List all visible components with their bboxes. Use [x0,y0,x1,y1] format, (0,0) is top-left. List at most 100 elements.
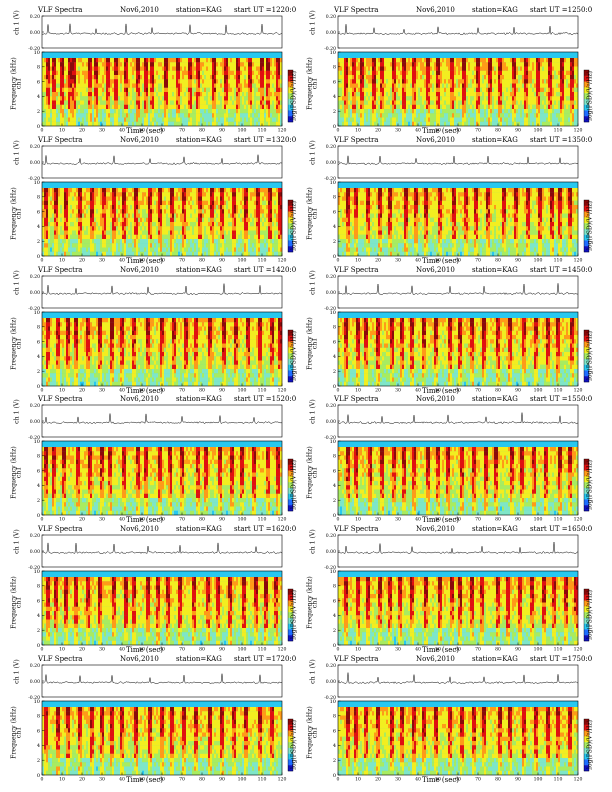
spectrogram-cell [226,92,229,97]
spectrogram-cell [340,62,343,67]
spectrogram-cell [176,117,179,122]
spectrogram-cell [78,75,81,80]
spectrogram-cell [44,226,47,231]
spectrogram-cell [86,66,89,71]
spectrogram-cell [276,79,279,84]
spectrogram-cell [82,100,85,105]
spectrogram-cell [70,121,73,127]
spectrogram-cell [262,117,265,122]
spectrogram-cell [274,96,277,101]
spectrogram-cell [124,200,127,206]
spectrogram-cell [156,217,159,223]
spectrogram-cell [376,75,379,80]
spectrogram-cell [120,113,123,118]
spectrogram-cell [52,247,55,252]
spectrogram-cell [428,58,431,63]
spectrogram-cell [150,234,153,240]
spectrogram-cell [472,109,475,114]
spectrogram-cell [80,188,83,193]
spectrogram-cell [98,121,101,127]
spectrogram-cell [566,96,569,101]
spectrogram-cell [468,70,471,76]
spectrogram-cell [206,87,209,93]
colorbar-segment [584,81,589,88]
spectrogram-cell [82,209,85,214]
spectrogram-cell [350,96,353,101]
spectrogram-cell [124,234,127,240]
spectrogram-cell [130,121,133,127]
spectrogram-cell [78,243,81,248]
spectrogram-cell [58,239,61,244]
spectrogram-cell [54,109,57,114]
spectrogram-cell [250,75,253,80]
spectrogram-cell [102,113,105,118]
spectrogram-cell [42,196,45,201]
spectrogram-cell [68,209,71,214]
spectrogram-cell [542,70,545,76]
spectrogram-cell [178,117,181,122]
spectrogram-cell [360,104,363,110]
spectrogram-cell [260,66,263,71]
spectrogram-cell [440,100,443,105]
spectrogram-cell [176,113,179,118]
spectrogram-cell [498,62,501,67]
spectrogram-cell [236,70,239,76]
spectrogram-cell [350,62,353,67]
spectrogram-cell [164,209,167,214]
spectrogram-cell [440,87,443,93]
spectrogram-cell [114,117,117,122]
spectrogram-cell [420,113,423,118]
spectrogram-cell [156,251,159,257]
spectrogram-cell [140,217,143,223]
spectrogram-cell [548,96,551,101]
spectrogram-cell [408,62,411,67]
spectrogram-cell [220,117,223,122]
spectrogram-cell [384,117,387,122]
spectrogram-cell [500,109,503,114]
spectrogram-cell [66,79,69,84]
spectrogram-cell [128,247,131,252]
spectrogram-cell [478,75,481,80]
spectrogram-cell [92,209,95,214]
spectrogram-cell [270,83,273,88]
spectrogram-cell [276,62,279,67]
spectrogram-cell [224,87,227,93]
spectrogram-cell [262,66,265,71]
spectrogram-cell [544,96,547,101]
spectrogram-cell [570,62,573,67]
spectrogram-cell [44,209,47,214]
spectrogram-cell [144,205,147,210]
spectrogram-cell [106,192,109,197]
spectrogram-cell [144,222,147,227]
spectrogram-cell [508,79,511,84]
spectrogram-cell [122,121,125,127]
spectrogram-cell [234,83,237,88]
spectrogram-cell [120,83,123,88]
spectrogram-cell [50,230,53,235]
spectrogram-cell [410,58,413,63]
spectrogram-cell [82,192,85,197]
spectrogram-cell [120,243,123,248]
spectrogram-cell [80,226,83,231]
spectrogram-cell [50,75,53,80]
spectrogram-cell [500,87,503,93]
spectrogram-cell [108,239,111,244]
spectrogram-cell [100,192,103,197]
spectrogram-cell [160,213,163,218]
spectrogram-cell [542,121,545,127]
spectrogram-cell [120,230,123,235]
spectrogram-cell [572,104,575,110]
spectrogram-cell [352,58,355,63]
spectrogram-cell [208,66,211,71]
spectrogram-cell [388,83,391,88]
spectrogram-cell [188,100,191,105]
spectrogram-cell [420,66,423,71]
spectrogram-cell [138,192,141,197]
spectrogram-cell [572,87,575,93]
spectrogram-cell [120,200,123,206]
spectrogram-cell [120,104,123,110]
spectrogram-cell [92,58,95,63]
spectrogram-cell [150,239,153,244]
spectrogram-cell [536,75,539,80]
spectrogram-cell [454,62,457,67]
